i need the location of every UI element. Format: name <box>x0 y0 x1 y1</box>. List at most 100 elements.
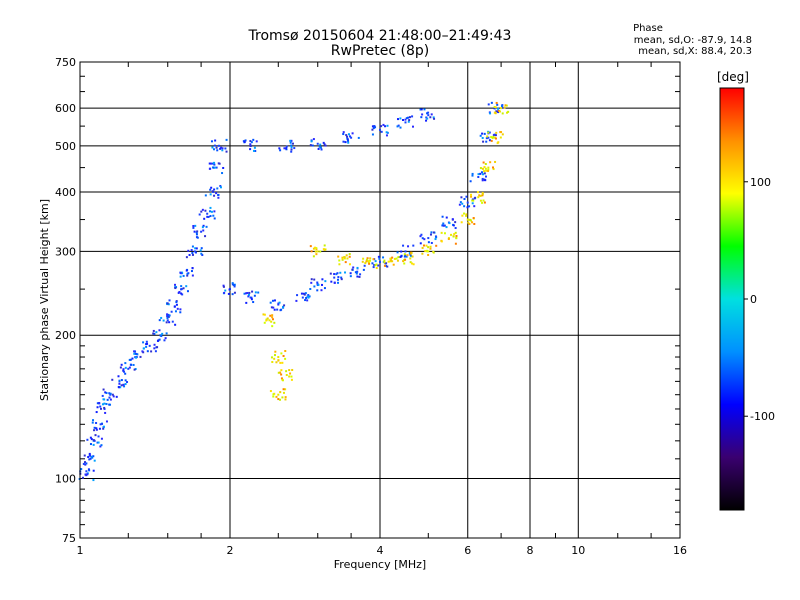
data-point <box>412 263 415 266</box>
data-point <box>337 276 340 279</box>
data-point <box>196 230 199 233</box>
data-point <box>487 169 490 172</box>
data-point <box>374 264 377 267</box>
data-point <box>95 427 98 430</box>
data-point <box>346 138 349 141</box>
data-point <box>432 250 435 253</box>
data-point <box>83 454 86 457</box>
data-point <box>333 273 336 276</box>
data-point <box>454 231 457 234</box>
data-point <box>210 210 213 213</box>
data-point <box>435 244 438 247</box>
data-point <box>289 372 292 375</box>
data-point <box>397 256 400 259</box>
data-point <box>198 213 201 216</box>
data-point <box>124 362 127 365</box>
data-point <box>101 422 104 425</box>
data-point <box>89 443 92 446</box>
data-point <box>359 273 362 276</box>
data-point <box>262 313 265 316</box>
y-tick-label: 75 <box>62 532 76 545</box>
data-point <box>405 117 408 120</box>
data-point <box>89 457 92 460</box>
data-point <box>476 191 479 194</box>
data-point <box>213 188 216 191</box>
data-point <box>283 304 286 307</box>
data-point <box>127 367 130 370</box>
data-point <box>200 230 203 233</box>
data-point <box>162 319 165 322</box>
data-point <box>440 240 443 243</box>
data-point <box>377 264 380 267</box>
data-point <box>277 359 280 362</box>
data-point <box>312 138 315 141</box>
y-tick-label: 500 <box>55 140 76 153</box>
data-point <box>85 462 88 465</box>
data-point <box>348 253 351 256</box>
chart-subtitle: RwPretec (8p) <box>331 43 429 59</box>
data-point <box>365 260 368 263</box>
data-point <box>313 278 316 281</box>
data-point <box>357 136 360 139</box>
data-point <box>174 323 177 326</box>
data-point <box>344 271 347 274</box>
data-point <box>152 329 155 332</box>
data-point <box>455 237 458 240</box>
data-point <box>312 247 315 250</box>
data-point <box>81 476 84 479</box>
data-point <box>193 250 196 253</box>
data-point <box>460 221 463 224</box>
data-point <box>344 141 347 144</box>
data-point <box>500 107 503 110</box>
data-point <box>408 252 411 255</box>
data-point <box>494 112 497 115</box>
data-point <box>194 224 197 227</box>
data-point <box>213 148 216 151</box>
data-point <box>310 140 313 143</box>
data-point <box>487 103 490 106</box>
data-point <box>86 438 89 441</box>
data-point <box>468 222 471 225</box>
data-point <box>319 143 322 146</box>
data-point <box>430 241 433 244</box>
data-point <box>474 196 477 199</box>
data-point <box>84 473 87 476</box>
data-point <box>343 257 346 260</box>
data-point <box>379 128 381 131</box>
data-point <box>192 226 195 229</box>
data-point <box>494 160 497 163</box>
data-point <box>208 210 211 213</box>
data-point <box>404 254 407 257</box>
data-point <box>290 148 293 151</box>
data-point <box>190 270 193 273</box>
data-point <box>356 270 359 273</box>
data-point <box>372 266 375 269</box>
data-point <box>337 255 340 258</box>
data-point <box>479 199 482 202</box>
data-point <box>271 325 274 328</box>
data-point <box>141 350 144 353</box>
data-point <box>408 116 411 119</box>
data-point <box>213 210 216 213</box>
data-point <box>173 305 176 308</box>
data-point <box>379 261 381 264</box>
data-point <box>445 226 448 229</box>
data-point <box>313 285 316 288</box>
data-point <box>200 210 203 213</box>
data-point <box>202 224 205 227</box>
data-point <box>104 391 107 394</box>
data-point <box>171 320 174 323</box>
data-point <box>100 444 103 447</box>
data-point <box>154 350 157 353</box>
data-point <box>435 236 438 239</box>
data-point <box>362 268 365 271</box>
data-point <box>304 299 307 302</box>
data-point <box>275 361 278 364</box>
data-point <box>362 257 365 260</box>
data-point <box>174 283 177 286</box>
data-point <box>320 148 323 151</box>
data-point <box>432 116 435 119</box>
data-point <box>105 420 108 423</box>
x-axis-label: Frequency [MHz] <box>334 558 426 571</box>
data-point <box>488 131 491 134</box>
